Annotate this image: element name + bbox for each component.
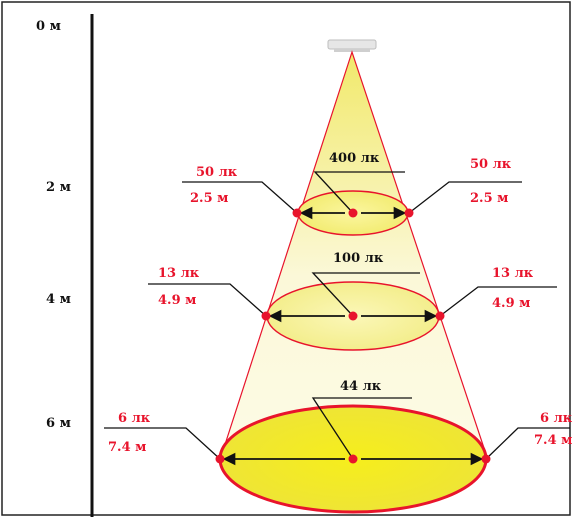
right-lux-2m: 50 лк — [470, 157, 512, 172]
depth-label-2: 2 м — [46, 180, 71, 195]
left-lux-4m: 13 лк — [158, 266, 200, 281]
depth-label-6: 6 м — [46, 416, 71, 431]
center-lux-4m: 100 лк — [333, 251, 384, 266]
depth-label-0: 0 м — [36, 19, 61, 34]
left-diameter-6m: 7.4 м — [108, 440, 146, 455]
right-lux-6m: 6 лк — [540, 411, 572, 426]
measurement-points — [215, 208, 491, 464]
right-diameter-4m: 4.9 м — [492, 296, 530, 311]
left-lux-6m: 6 лк — [118, 411, 151, 426]
center-lux-2m: 400 лк — [329, 151, 380, 166]
left-diameter-4m: 4.9 м — [158, 293, 196, 308]
right-lux-4m: 13 лк — [492, 266, 534, 281]
left-diameter-2m: 2.5 м — [190, 191, 228, 206]
right-diameter-6m: 7.4 м — [534, 433, 572, 448]
leader-lines — [104, 171, 570, 460]
diameter-arrows — [222, 206, 484, 466]
center-lux-6m: 44 лк — [340, 379, 382, 394]
right-diameter-2m: 2.5 м — [470, 191, 508, 206]
left-lux-2m: 50 лк — [196, 165, 238, 180]
depth-label-4: 4 м — [46, 292, 71, 307]
